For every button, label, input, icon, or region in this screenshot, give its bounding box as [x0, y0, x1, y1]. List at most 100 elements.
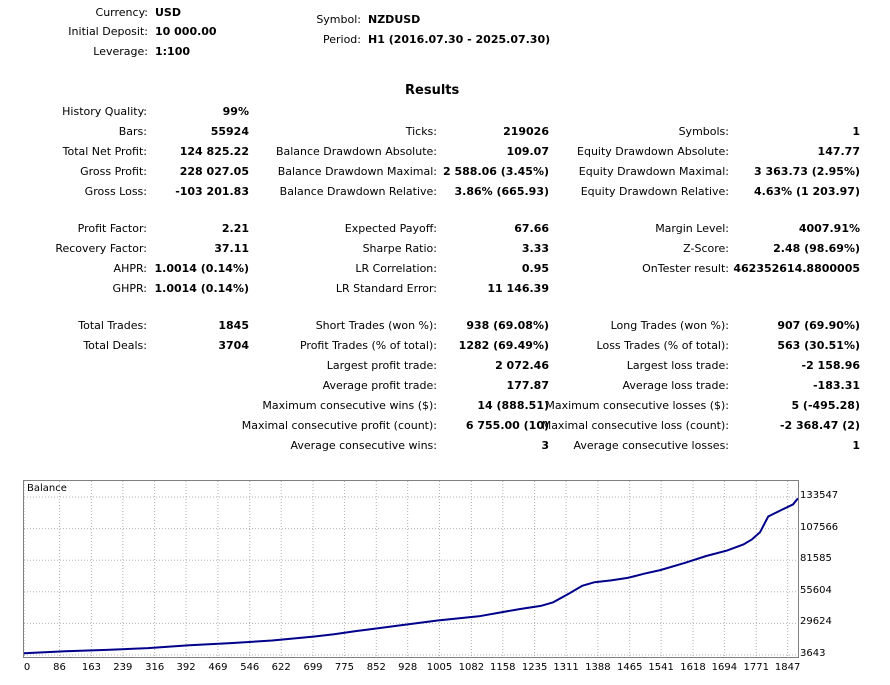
col1-label-8: GHPR: [112, 282, 147, 295]
col2-value-7: 11 146.39 [487, 282, 549, 295]
col1-label-7: AHPR: [113, 262, 147, 275]
x-tick-label: 1311 [553, 662, 579, 673]
x-tick-label: 1541 [648, 662, 674, 673]
period-value: H1 (2016.07.30 - 2025.07.30) [368, 33, 551, 46]
col3-value-4: 4007.91% [798, 222, 860, 235]
col2-value-11: 177.87 [506, 379, 549, 392]
initial-deposit-value: 10 000.00 [155, 25, 217, 38]
y-tick-label: 29624 [800, 616, 832, 628]
y-tick-label: 3643 [800, 648, 826, 659]
x-tick-label: 1235 [521, 662, 548, 673]
x-tick-label: 1465 [616, 662, 643, 673]
period-label: Period: [322, 33, 361, 46]
col2-value-9: 1282 (69.49%) [458, 339, 549, 352]
x-tick-label: 0 [23, 662, 31, 673]
col1-label-4: Gross Loss: [84, 185, 147, 198]
initial-deposit-label: Initial Deposit: [68, 25, 148, 38]
col2-label-13: Maximal consecutive profit (count): [241, 419, 437, 432]
col2-value-0: 219026 [503, 125, 549, 138]
x-tick-label: 392 [176, 662, 196, 673]
y-tick-label: 133547 [800, 490, 839, 501]
col1-value-10: 3704 [218, 339, 249, 352]
x-tick-label: 1771 [743, 662, 769, 673]
col1-value-3: 228 027.05 [179, 165, 249, 178]
col2-value-6: 0.95 [521, 262, 549, 275]
col3-label-11: Maximum consecutive losses ($): [545, 399, 729, 412]
symbol-value: NZDUSD [368, 13, 421, 26]
col2-label-3: Balance Drawdown Relative: [279, 185, 437, 198]
col2-label-7: LR Standard Error: [335, 282, 437, 295]
x-tick-label: 546 [240, 662, 260, 673]
col1-label-2: Total Net Profit: [62, 145, 147, 158]
col1-value-8: 1.0014 (0.14%) [154, 282, 250, 295]
col2-value-2: 2 588.06 (3.45%) [443, 165, 549, 178]
col2-label-1: Balance Drawdown Absolute: [275, 145, 437, 158]
col2-value-8: 938 (69.08%) [466, 319, 549, 332]
col2-label-11: Average profit trade: [322, 379, 437, 392]
col3-value-7: 907 (69.90%) [777, 319, 860, 332]
x-tick-label: 775 [334, 662, 354, 673]
col3-label-2: Equity Drawdown Maximal: [578, 165, 729, 178]
col2-value-1: 109.07 [506, 145, 549, 158]
col2-label-10: Largest profit trade: [326, 359, 437, 372]
y-tick-label: 107566 [800, 521, 839, 533]
balance-line [24, 497, 798, 655]
col3-label-1: Equity Drawdown Absolute: [577, 145, 729, 158]
col1-label-5: Profit Factor: [77, 222, 147, 235]
col3-value-2: 3 363.73 (2.95%) [754, 165, 860, 178]
col2-value-3: 3.86% (665.93) [454, 185, 550, 198]
col2-label-9: Profit Trades (% of total): [299, 339, 437, 352]
col3-label-3: Equity Drawdown Relative: [580, 185, 729, 198]
col2-label-4: Expected Payoff: [344, 222, 437, 235]
col3-value-3: 4.63% (1 203.97) [754, 185, 860, 198]
col3-label-13: Average consecutive losses: [573, 439, 729, 452]
col1-value-4: -103 201.83 [175, 185, 249, 198]
x-tick-label: 1005 [426, 662, 453, 673]
col3-value-10: -183.31 [812, 379, 860, 392]
col2-value-4: 67.66 [514, 222, 549, 235]
x-tick-label: 699 [303, 662, 323, 673]
col3-value-9: -2 158.96 [801, 359, 861, 372]
col3-value-12: -2 368.47 (2) [779, 419, 860, 432]
col1-label-10: Total Deals: [83, 339, 147, 352]
col1-value-7: 1.0014 (0.14%) [154, 262, 250, 275]
x-tick-label: 1082 [458, 662, 485, 673]
results-title: Results [405, 83, 460, 98]
leverage-value: 1:100 [155, 45, 191, 58]
balance-chart-plot [24, 481, 798, 657]
col3-label-10: Average loss trade: [622, 379, 729, 392]
x-tick-label: 622 [271, 662, 291, 673]
col3-value-5: 2.48 (98.69%) [773, 242, 860, 255]
y-tick-label: 55604 [800, 584, 832, 596]
col1-label-9: Total Trades: [78, 319, 147, 332]
currency-label: Currency: [95, 6, 148, 19]
col3-label-0: Symbols: [678, 125, 729, 138]
col3-label-4: Margin Level: [655, 222, 729, 235]
col1-value-6: 37.11 [214, 242, 249, 255]
col2-value-5: 3.33 [521, 242, 549, 255]
col2-label-12: Maximum consecutive wins ($): [262, 399, 437, 412]
col1-value-5: 2.21 [221, 222, 249, 235]
col1-label-3: Gross Profit: [80, 165, 147, 178]
y-tick-label: 81585 [800, 553, 832, 565]
x-tick-label: 1694 [711, 662, 738, 673]
chart-title: Balance [27, 483, 67, 494]
x-tick-label: 1618 [680, 662, 706, 673]
col3-value-0: 1 [852, 125, 860, 138]
col3-label-12: Maximal consecutive loss (count): [541, 419, 729, 432]
col2-value-10: 2 072.46 [495, 359, 549, 372]
col3-label-9: Largest loss trade: [626, 359, 729, 372]
col1-value-0: 99% [222, 105, 249, 118]
col2-label-6: LR Correlation: [355, 262, 437, 275]
x-tick-label: 928 [398, 662, 418, 673]
col1-value-9: 1845 [218, 319, 249, 332]
x-tick-label: 469 [208, 662, 228, 673]
col1-value-1: 55924 [210, 125, 249, 138]
x-tick-label: 316 [145, 662, 165, 673]
col3-label-5: Z-Score: [683, 242, 729, 255]
leverage-label: Leverage: [93, 45, 148, 58]
col3-label-6: OnTester result: [642, 262, 729, 275]
col2-value-13: 6 755.00 (10) [465, 419, 549, 432]
col2-label-2: Balance Drawdown Maximal: [277, 165, 437, 178]
balance-chart [23, 480, 799, 658]
